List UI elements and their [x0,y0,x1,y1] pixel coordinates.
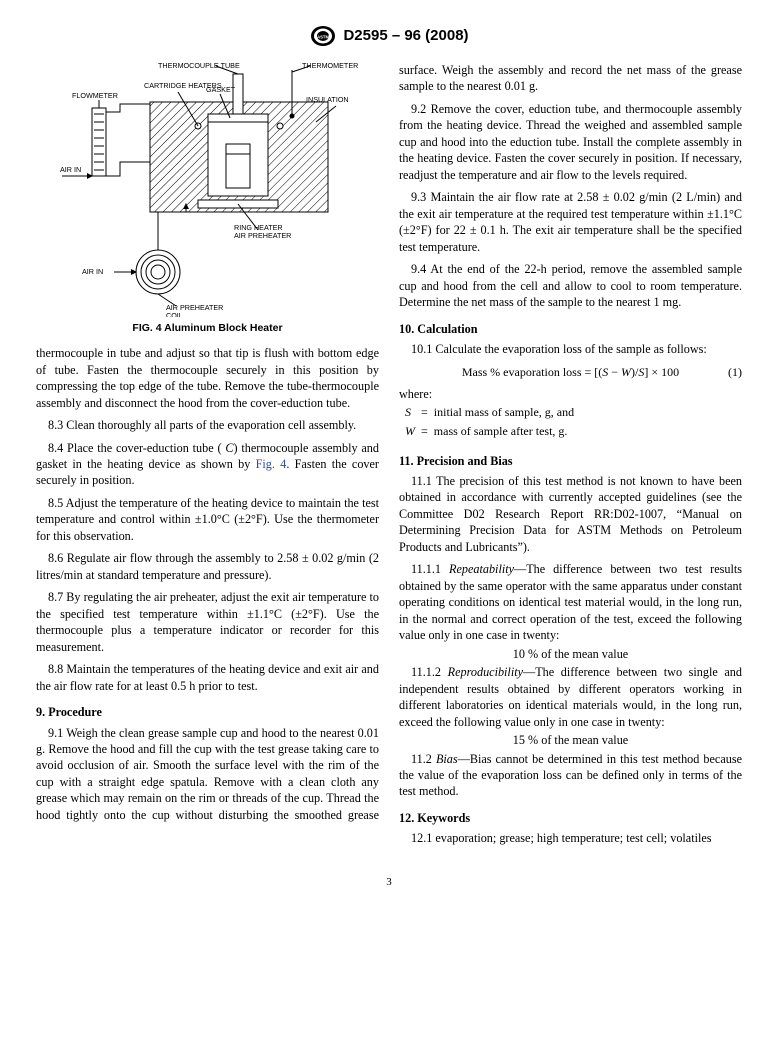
equation-1: Mass % evaporation loss = [(S − W)/S] × … [399,364,742,380]
fig4-label-preheater-coil: AIR PREHEATER COIL [166,303,225,317]
para-8-2-cont: thermocouple in tube and adjust so that … [36,345,379,411]
standard-designation: D2595 – 96 (2008) [343,26,468,46]
heading-10: 10. Calculation [399,321,742,337]
para-12-1: 12.1 evaporation; grease; high temperatu… [399,830,742,846]
p11-1-2-lead: 11.1.2 [411,665,448,679]
where-label: where: [399,386,742,402]
para-8-4-c-sym: C [222,441,234,455]
para-10-1: 10.1 Calculate the evaporation loss of t… [399,341,742,357]
para-8-3: 8.3 Clean thoroughly all parts of the ev… [36,417,379,433]
para-8-4: 8.4 Place the cover-eduction tube ( C) t… [36,440,379,489]
fig4-label-insulation: INSULATION [306,95,349,104]
p11-1-1-term: Repeatability [449,562,514,576]
where-w-sym: W [405,423,419,440]
svg-text:ASTM: ASTM [318,35,330,40]
figure-4: THERMOCOUPLE TUBE THERMOMETER CARTRIDGE … [36,62,379,335]
heading-9: 9. Procedure [36,704,379,720]
fig4-label-air-in-2: AIR IN [82,267,103,276]
para-8-7: 8.7 By regulating the air preheater, adj… [36,589,379,655]
para-8-8: 8.8 Maintain the temperatures of the hea… [36,661,379,694]
fig4-label-flowmeter: FLOWMETER [72,91,118,100]
figure-4-svg: THERMOCOUPLE TUBE THERMOMETER CARTRIDGE … [58,62,358,317]
para-8-5: 8.5 Adjust the temperature of the heatin… [36,495,379,544]
repeatability-value: 10 % of the mean value [399,646,742,662]
para-11-1-1: 11.1.1 Repeatability—The difference betw… [399,561,742,643]
page-number: 3 [36,875,742,890]
fig4-label-thermometer: THERMOMETER [302,62,358,70]
para-8-4-a: 8.4 Place the cover-eduction tube ( [48,441,222,455]
where-row-s: S = initial mass of sample, g, and [405,404,578,421]
para-8-6: 8.6 Regulate air flow through the assemb… [36,550,379,583]
reproducibility-value: 15 % of the mean value [399,732,742,748]
two-column-body: THERMOCOUPLE TUBE THERMOMETER CARTRIDGE … [36,62,742,847]
heading-12: 12. Keywords [399,810,742,826]
where-w-eq: = [421,423,432,440]
where-table: S = initial mass of sample, g, and W = m… [403,402,580,442]
eq1-rhs: = [(S − W)/S] × 100 [585,365,680,379]
astm-logo: ASTM [309,24,337,48]
para-11-1-2: 11.1.2 Reproducibility—The difference be… [399,664,742,730]
p11-1-1-lead: 11.1.1 [411,562,449,576]
para-9-4: 9.4 At the end of the 22-h period, remov… [399,261,742,310]
eq1-lhs: Mass % evaporation loss [462,365,582,379]
fig4-label-air-in-1: AIR IN [60,165,81,174]
where-s-sym: S [405,404,419,421]
where-w-def: mass of sample after test, g. [434,423,578,440]
where-s-def: initial mass of sample, g, and [434,404,578,421]
figref-fig4[interactable]: Fig. 4 [256,457,287,471]
para-11-2: 11.2 Bias—Bias cannot be determined in t… [399,751,742,800]
para-9-2: 9.2 Remove the cover, eduction tube, and… [399,101,742,183]
where-row-w: W = mass of sample after test, g. [405,423,578,440]
figure-4-caption: FIG. 4 Aluminum Block Heater [36,321,379,335]
eq1-num: (1) [728,364,742,380]
heading-11: 11. Precision and Bias [399,453,742,469]
fig4-label-thermocouple-tube: THERMOCOUPLE TUBE [158,62,240,70]
para-9-3: 9.3 Maintain the air flow rate at 2.58 ±… [399,189,742,255]
where-s-eq: = [421,404,432,421]
page-header: ASTM D2595 – 96 (2008) [36,24,742,48]
fig4-label-gasket: GASKET [206,85,236,94]
p11-2-lead: 11.2 [411,752,436,766]
p11-2-term: Bias [436,752,458,766]
fig4-label-ring-heater: RING HEATER AIR PREHEATER [234,223,291,240]
p11-1-2-term: Reproducibility [448,665,523,679]
para-11-1: 11.1 The precision of this test method i… [399,473,742,555]
